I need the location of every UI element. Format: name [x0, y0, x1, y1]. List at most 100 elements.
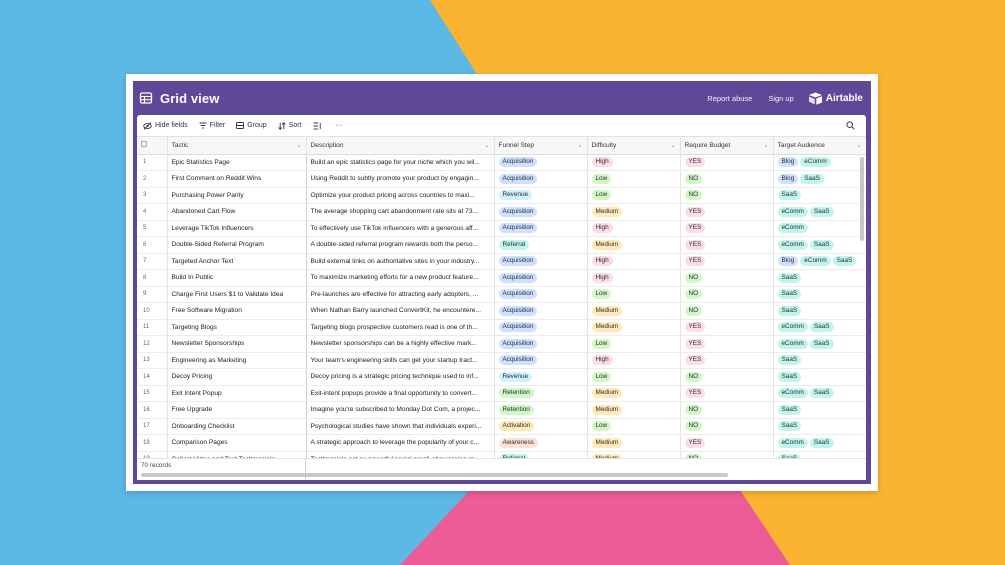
cell-tactic[interactable]: Abandoned Cart Flow — [167, 203, 307, 221]
cell-target-audience[interactable]: SaaS — [773, 352, 866, 369]
cell-target-audience[interactable]: eComm SaaS — [773, 434, 866, 452]
cell-require-budget[interactable]: YES — [680, 236, 774, 254]
cell-funnel-step[interactable]: Activation — [494, 418, 588, 435]
cell-require-budget[interactable]: NO — [680, 187, 774, 204]
cell-target-audience[interactable]: SaaS — [773, 286, 866, 303]
cell-difficulty[interactable]: Medium — [587, 319, 681, 336]
cell-target-audience[interactable]: SaaS — [773, 418, 866, 435]
cell-difficulty[interactable]: Low — [587, 170, 681, 188]
cell-tactic[interactable]: Onboarding Checklist — [167, 418, 307, 435]
cell-funnel-step[interactable]: Acquisition — [494, 253, 588, 270]
cell-tactic[interactable]: First Comment on Reddit Wins — [167, 170, 307, 188]
sign-up-link[interactable]: Sign up — [768, 93, 794, 103]
column-header-description[interactable]: Description ⌄ — [306, 137, 495, 155]
cell-target-audience[interactable]: eComm SaaS — [773, 335, 866, 353]
cell-tactic[interactable]: Exit Intent Popup — [167, 385, 307, 402]
chevron-down-icon[interactable]: ⌄ — [670, 142, 676, 149]
cell-description[interactable]: Build external links on authoritative si… — [306, 253, 495, 270]
table-row[interactable]: 7 Targeted Anchor Text Build external link… — [137, 253, 866, 270]
cell-description[interactable]: A double-sided referral program rewards … — [306, 236, 495, 254]
cell-target-audience[interactable]: eComm SaaS — [773, 203, 866, 221]
cell-difficulty[interactable]: High — [587, 253, 681, 270]
sort-button[interactable]: Sort — [278, 121, 302, 130]
chevron-down-icon[interactable]: ⌄ — [484, 142, 490, 149]
chevron-down-icon[interactable]: ⌄ — [296, 142, 302, 149]
vertical-scrollbar[interactable] — [860, 157, 864, 241]
cell-tactic[interactable]: Targeting Blogs — [167, 319, 307, 336]
cell-require-budget[interactable]: YES — [680, 352, 774, 369]
cell-funnel-step[interactable]: Acquisition — [494, 286, 588, 303]
cell-require-budget[interactable]: NO — [680, 302, 774, 320]
cell-description[interactable]: Targeting blogs prospective customers re… — [306, 319, 495, 336]
cell-require-budget[interactable]: YES — [680, 220, 774, 237]
cell-difficulty[interactable]: High — [587, 154, 681, 171]
table-row[interactable]: 3 Purchasing Power Parity Optimize your pr… — [137, 187, 866, 204]
cell-target-audience[interactable]: SaaS — [773, 269, 866, 287]
table-row[interactable]: 6 Double-Sided Referral Program A double-s… — [137, 236, 866, 254]
airtable-logo[interactable]: Airtable — [808, 92, 863, 105]
chevron-down-icon[interactable]: ⌄ — [763, 142, 769, 149]
cell-target-audience[interactable]: eComm SaaS — [773, 385, 866, 402]
cell-funnel-step[interactable]: Acquisition — [494, 269, 588, 287]
cell-require-budget[interactable]: NO — [680, 368, 774, 386]
table-row[interactable]: 4 Abandoned Cart Flow The average shopping… — [137, 203, 866, 221]
cell-difficulty[interactable]: Low — [587, 368, 681, 386]
cell-difficulty[interactable]: Low — [587, 418, 681, 435]
cell-target-audience[interactable]: Blog eComm SaaS — [773, 253, 866, 270]
cell-target-audience[interactable]: SaaS — [773, 401, 866, 419]
cell-target-audience[interactable]: eComm SaaS — [773, 236, 866, 254]
cell-description[interactable]: When Nathan Barry launched ConvertKit, h… — [306, 302, 495, 320]
cell-tactic[interactable]: Epic Statistics Page — [167, 154, 307, 171]
cell-require-budget[interactable]: NO — [680, 170, 774, 188]
cell-difficulty[interactable]: High — [587, 220, 681, 237]
cell-require-budget[interactable]: YES — [680, 203, 774, 221]
cell-difficulty[interactable]: Medium — [587, 203, 681, 221]
table-row[interactable]: 17 Onboarding Checklist Psychological stud… — [137, 418, 866, 435]
cell-description[interactable]: Using Reddit to subtly promote your prod… — [306, 170, 495, 188]
cell-description[interactable]: A strategic approach to leverage the pop… — [306, 434, 495, 452]
cell-funnel-step[interactable]: Revenue — [494, 368, 588, 386]
cell-description[interactable]: Newsletter sponsorships can be a highly … — [306, 335, 495, 353]
table-row[interactable]: 9 Charge First Users $1 to Validate Idea P… — [137, 286, 866, 303]
cell-tactic[interactable]: Free Upgrade — [167, 401, 307, 419]
column-header-target-audience[interactable]: Target Audience ⌄ — [773, 137, 866, 155]
table-row[interactable]: 11 Targeting Blogs Targeting blogs prospec… — [137, 319, 866, 336]
cell-tactic[interactable]: Leverage TikTok Influencers — [167, 220, 307, 237]
cell-funnel-step[interactable]: Acquisition — [494, 203, 588, 221]
cell-target-audience[interactable]: Blog SaaS — [773, 170, 866, 188]
cell-difficulty[interactable]: Medium — [587, 401, 681, 419]
table-row[interactable]: 12 Newsletter Sponsorships Newsletter spon… — [137, 335, 866, 353]
cell-description[interactable]: Build an epic statistics page for your n… — [306, 154, 495, 171]
cell-require-budget[interactable]: YES — [680, 335, 774, 353]
hide-fields-button[interactable]: Hide fields — [143, 121, 188, 130]
cell-funnel-step[interactable]: Retention — [494, 401, 588, 419]
cell-funnel-step[interactable]: Acquisition — [494, 170, 588, 188]
cell-difficulty[interactable]: Medium — [587, 434, 681, 452]
row-height-button[interactable] — [313, 122, 325, 130]
table-row[interactable]: 16 Free Upgrade Imagine you're subscribed … — [137, 401, 866, 419]
horizontal-scrollbar[interactable] — [141, 473, 728, 477]
search-button[interactable] — [846, 121, 858, 130]
cell-funnel-step[interactable]: Acquisition — [494, 154, 588, 171]
cell-difficulty[interactable]: Medium — [587, 302, 681, 320]
cell-tactic[interactable]: Engineering as Marketing — [167, 352, 307, 369]
cell-description[interactable]: The average shopping cart abandonment ra… — [306, 203, 495, 221]
cell-funnel-step[interactable]: Awareness — [494, 434, 588, 452]
cell-difficulty[interactable]: Low — [587, 286, 681, 303]
table-row[interactable]: 18 Comparison Pages A strategic approach t… — [137, 434, 866, 452]
cell-funnel-step[interactable]: Acquisition — [494, 302, 588, 320]
cell-target-audience[interactable]: eComm SaaS — [773, 319, 866, 336]
cell-funnel-step[interactable]: Retention — [494, 385, 588, 402]
cell-funnel-step[interactable]: Acquisition — [494, 352, 588, 369]
cell-require-budget[interactable]: NO — [680, 269, 774, 287]
cell-require-budget[interactable]: NO — [680, 401, 774, 419]
table-row[interactable]: 8 Build In Public To maximize marketing ef… — [137, 269, 866, 287]
table-row[interactable]: 5 Leverage TikTok Influencers To effective… — [137, 220, 866, 237]
cell-difficulty[interactable]: Medium — [587, 236, 681, 254]
column-header-difficulty[interactable]: Difficulty ⌄ — [587, 137, 681, 155]
chevron-down-icon[interactable]: ⌄ — [856, 142, 862, 149]
cell-description[interactable]: Decoy pricing is a strategic pricing tec… — [306, 368, 495, 386]
cell-tactic[interactable]: Newsletter Sponsorships — [167, 335, 307, 353]
cell-require-budget[interactable]: YES — [680, 253, 774, 270]
table-row[interactable]: 2 First Comment on Reddit Wins Using Reddi… — [137, 170, 866, 188]
